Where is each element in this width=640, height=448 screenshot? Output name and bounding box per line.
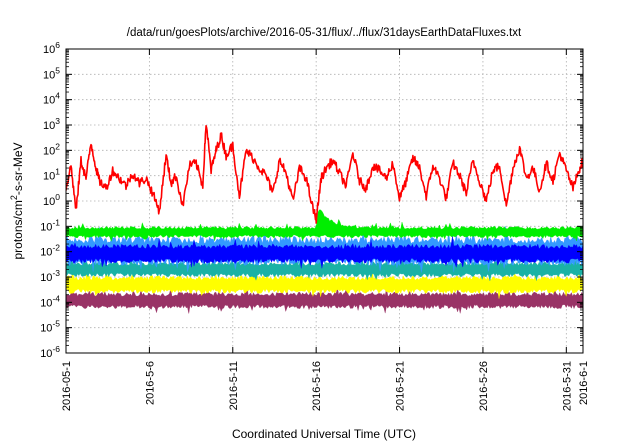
x-tick-label: 2016-5-26	[478, 361, 490, 411]
series-band-0	[66, 280, 583, 314]
x-tick-label: 2016-5-11	[228, 361, 240, 410]
y-axis-label: protons/cm2-s-sr-MeV	[9, 142, 25, 259]
x-axis-label: Coordinated Universal Time (UTC)	[232, 427, 416, 441]
axis-ticks	[65, 48, 584, 354]
y-axis-tick-labels: 10-6 10-5 10-4 10-3 10-2 10-1 100 101 102 103 104 1…	[40, 40, 60, 360]
data-series	[66, 125, 583, 314]
y-tick-label: 10-2	[40, 243, 60, 259]
y-tick-label: 104	[43, 91, 60, 107]
y-tick-label: 10-4	[40, 293, 60, 309]
series-band-4	[66, 235, 583, 269]
y-tick-label: 10-6	[40, 344, 60, 360]
y-tick-label: 100	[43, 192, 60, 208]
series-line-6	[66, 125, 583, 224]
y-tick-label: 102	[43, 141, 60, 157]
x-tick-label: 2016-05-1	[61, 361, 73, 411]
series-band-5	[66, 209, 583, 242]
y-tick-label: 101	[43, 167, 60, 183]
x-tick-label: 2016-6-1	[578, 361, 590, 405]
y-tick-label: 10-3	[40, 268, 60, 284]
x-tick-label: 2016-5-6	[144, 361, 156, 405]
x-tick-label: 2016-5-21	[395, 361, 407, 411]
chart-title: /data/run/goesPlots/archive/2016-05-31/f…	[127, 27, 522, 39]
y-tick-label: 103	[43, 116, 60, 132]
y-tick-label: 10-1	[40, 217, 60, 233]
series-band-1	[66, 270, 583, 299]
y-tick-label: 10-5	[40, 319, 60, 335]
x-tick-label: 2016-5-31	[561, 361, 573, 411]
y-tick-label: 106	[43, 40, 60, 56]
x-axis-tick-labels: 2016-05-1 2016-5-6 2016-5-11 2016-5-16 2016-…	[61, 361, 590, 411]
y-tick-label: 105	[43, 65, 60, 81]
x-tick-label: 2016-5-16	[311, 361, 323, 411]
